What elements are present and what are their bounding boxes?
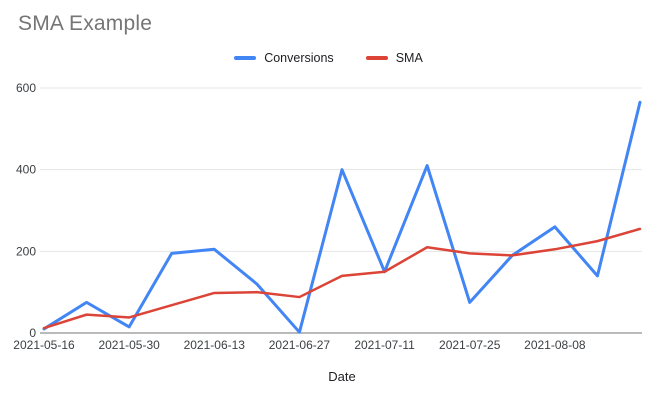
y-tick-label: 400: [16, 163, 36, 177]
y-tick-label: 0: [29, 326, 36, 340]
series-line-sma: [42, 227, 642, 330]
series-line-conversions: [42, 100, 642, 334]
x-tick-label: 2021-05-16: [13, 338, 75, 352]
x-tick-label: 2021-08-08: [524, 338, 586, 352]
chart-title: SMA Example: [18, 12, 153, 35]
sma-line-swatch-icon: [365, 56, 388, 60]
legend-label-conversions: Conversions: [264, 51, 334, 65]
series-lines: [42, 100, 642, 334]
y-tick-label: 200: [16, 244, 36, 258]
y-tick-label: 600: [16, 81, 36, 95]
legend-item-conversions: Conversions: [234, 51, 334, 65]
conversions-line-swatch-icon: [234, 56, 257, 60]
x-axis-title: Date: [328, 369, 355, 384]
gridlines: [40, 87, 642, 334]
chart-legend: Conversions SMA: [0, 51, 657, 65]
x-tick-label: 2021-07-11: [354, 338, 415, 352]
x-tick-label: 2021-05-30: [98, 338, 160, 352]
x-tick-label: 2021-07-25: [439, 338, 501, 352]
legend-label-sma: SMA: [395, 51, 423, 65]
x-tick-label: 2021-06-13: [184, 338, 246, 352]
x-axis-tick-labels: 2021-05-16 2021-05-30 2021-06-13 2021-06-27…: [13, 338, 586, 352]
x-tick-label: 2021-06-27: [269, 338, 331, 352]
legend-item-sma: SMA: [365, 51, 423, 65]
y-axis-tick-labels: 0 200 400 600: [16, 81, 36, 340]
